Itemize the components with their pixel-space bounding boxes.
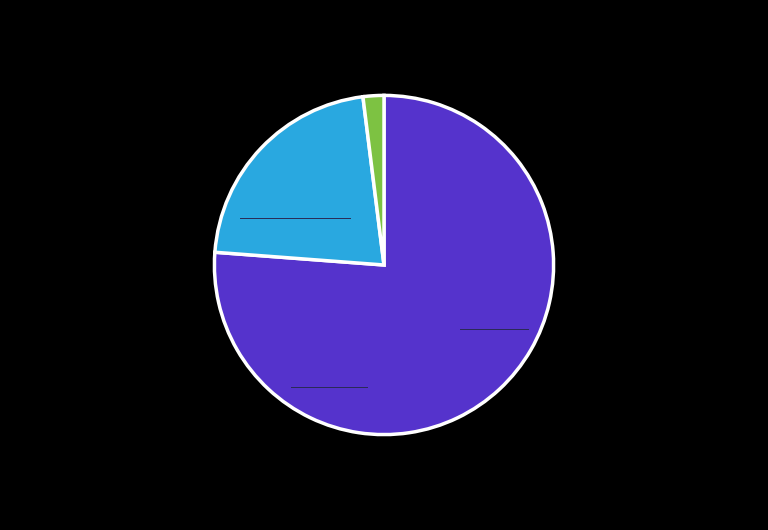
Wedge shape [215,96,384,265]
Wedge shape [214,95,554,435]
Wedge shape [363,95,384,265]
